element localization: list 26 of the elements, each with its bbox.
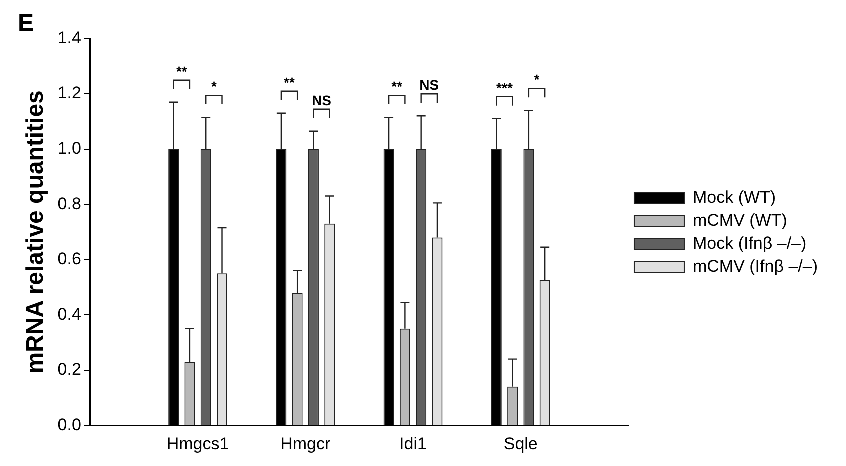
annotation: *	[211, 78, 218, 95]
annotation: **	[176, 63, 188, 80]
annotation: *	[534, 72, 540, 88]
y-tick-label: 0.6	[58, 250, 82, 269]
legend-label: mCMV (Ifnβ –/–)	[692, 257, 818, 276]
y-tick-label: 0.2	[58, 360, 82, 380]
y-axis-title: mRNA relative quantities	[22, 90, 50, 374]
x-tick-label: Idi1	[400, 434, 427, 454]
annotation: **	[392, 78, 404, 95]
y-tick-label: 0.8	[58, 194, 82, 214]
y-tick-label: 1.4	[58, 28, 82, 48]
legend-label: Mock (WT)	[692, 188, 776, 208]
annotation: ***	[496, 80, 514, 96]
legend-label: Mock (Ifnβ –/–)	[692, 234, 807, 254]
y-tick-label: 1.2	[58, 84, 82, 103]
chart-title: E	[18, 10, 34, 38]
x-tick-label: Hmgcr	[280, 434, 332, 454]
x-tick-label: Hmgcs1	[166, 434, 230, 454]
y-tick-label: 0.4	[58, 304, 82, 324]
annotation: **	[284, 74, 296, 90]
annotation: NS	[420, 77, 440, 94]
legend-label: mCMV (WT)	[692, 211, 788, 230]
y-tick-label: 1.0	[58, 139, 82, 158]
y-tick-label: 0.0	[58, 415, 82, 434]
x-tick-label: Sqle	[504, 434, 538, 454]
annotation: NS	[312, 92, 332, 108]
